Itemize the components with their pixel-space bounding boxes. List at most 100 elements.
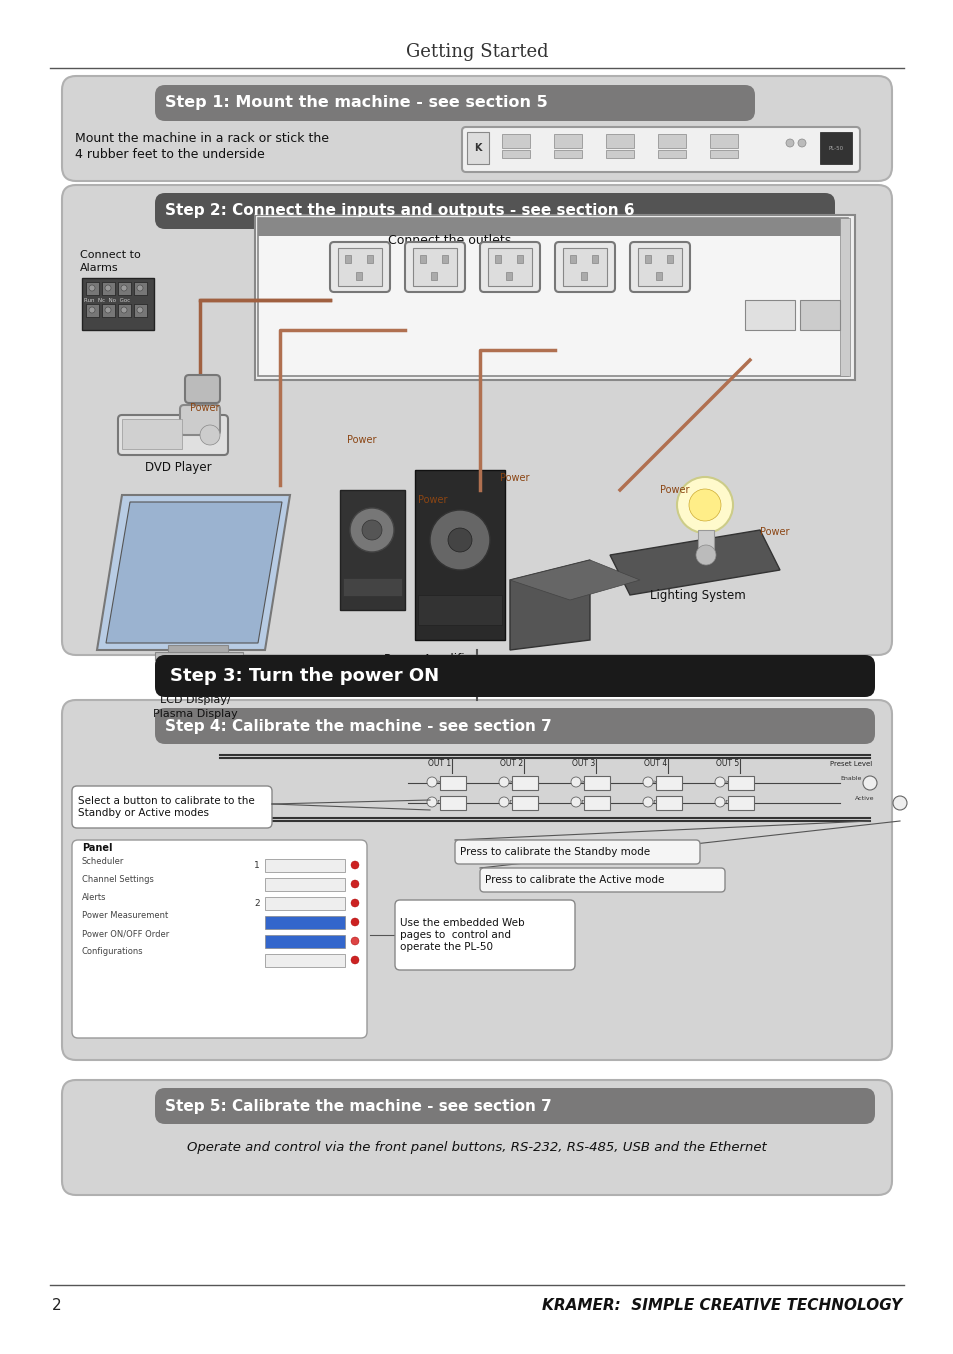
Circle shape <box>797 139 805 148</box>
Circle shape <box>785 139 793 148</box>
Text: Standby: Standby <box>716 799 741 804</box>
Text: Active: Active <box>499 780 519 784</box>
Circle shape <box>696 546 716 565</box>
FancyBboxPatch shape <box>330 242 390 292</box>
Text: OUT 5: OUT 5 <box>716 760 739 769</box>
Bar <box>554 150 581 158</box>
Circle shape <box>714 798 724 807</box>
Circle shape <box>688 489 720 521</box>
Circle shape <box>137 307 143 313</box>
Circle shape <box>121 284 127 291</box>
Bar <box>86 282 99 295</box>
Bar <box>154 653 243 659</box>
Text: LCD Display/: LCD Display/ <box>159 695 230 705</box>
FancyBboxPatch shape <box>479 242 539 292</box>
FancyBboxPatch shape <box>185 375 220 403</box>
Bar <box>656 796 681 810</box>
Bar <box>800 301 840 330</box>
FancyBboxPatch shape <box>62 76 891 181</box>
Bar <box>467 131 489 164</box>
Polygon shape <box>254 215 854 380</box>
Circle shape <box>350 508 394 552</box>
FancyBboxPatch shape <box>405 242 464 292</box>
Bar <box>512 796 537 810</box>
FancyBboxPatch shape <box>395 900 575 969</box>
Text: Power: Power <box>499 473 529 483</box>
Text: Enable: Enable <box>840 776 861 780</box>
FancyBboxPatch shape <box>461 127 859 172</box>
FancyBboxPatch shape <box>154 655 874 697</box>
Text: Configurations: Configurations <box>82 948 144 956</box>
Circle shape <box>89 284 95 291</box>
Bar <box>658 150 685 158</box>
Text: Power Measurement: Power Measurement <box>82 911 168 921</box>
Circle shape <box>427 777 436 787</box>
FancyBboxPatch shape <box>71 839 367 1039</box>
Text: Operate and control via the front panel buttons, RS-232, RS-485, USB and the Eth: Operate and control via the front panel … <box>187 1141 766 1155</box>
Text: Step 1: Mount the machine - see section 5: Step 1: Mount the machine - see section … <box>165 96 547 111</box>
Bar <box>495 255 500 263</box>
Bar <box>257 218 847 376</box>
Bar <box>501 150 530 158</box>
Bar <box>431 272 436 280</box>
Bar <box>265 917 345 929</box>
Bar <box>439 796 465 810</box>
Text: Mount the machine in a rack or stick the: Mount the machine in a rack or stick the <box>75 131 329 145</box>
Bar <box>345 255 351 263</box>
Text: Step 5: Calibrate the machine - see section 7: Step 5: Calibrate the machine - see sect… <box>165 1098 551 1113</box>
Circle shape <box>892 796 906 810</box>
Circle shape <box>642 777 652 787</box>
Text: DVD Player: DVD Player <box>145 462 212 474</box>
Bar <box>439 776 465 789</box>
Bar <box>168 645 228 655</box>
Text: 4 rubber feet to the underside: 4 rubber feet to the underside <box>75 149 265 161</box>
FancyBboxPatch shape <box>154 1089 874 1124</box>
Text: KRAMER:  SIMPLE CREATIVE TECHNOLOGY: KRAMER: SIMPLE CREATIVE TECHNOLOGY <box>541 1297 901 1312</box>
Circle shape <box>642 798 652 807</box>
Circle shape <box>571 777 580 787</box>
FancyBboxPatch shape <box>154 85 754 121</box>
Polygon shape <box>106 502 282 643</box>
Text: Lighting System: Lighting System <box>649 589 745 601</box>
Bar <box>658 134 685 148</box>
Polygon shape <box>339 490 405 611</box>
Circle shape <box>121 307 127 313</box>
Polygon shape <box>510 561 639 600</box>
Text: Power ON/OFF Order: Power ON/OFF Order <box>82 929 169 938</box>
FancyBboxPatch shape <box>62 185 891 655</box>
Bar <box>86 305 99 317</box>
Bar <box>488 248 532 286</box>
Bar <box>638 248 681 286</box>
Polygon shape <box>609 529 780 594</box>
Bar <box>501 134 530 148</box>
FancyBboxPatch shape <box>154 708 874 743</box>
FancyBboxPatch shape <box>62 1080 891 1196</box>
Bar <box>562 248 606 286</box>
Text: Connect the outlets: Connect the outlets <box>388 233 511 246</box>
Bar <box>118 282 131 295</box>
Text: Use the embedded Web
pages to  control and
operate the PL-50: Use the embedded Web pages to control an… <box>399 918 524 952</box>
Circle shape <box>351 880 358 888</box>
Text: OUT 3: OUT 3 <box>572 760 595 769</box>
Text: Scheduler: Scheduler <box>82 857 124 867</box>
Text: 2: 2 <box>254 899 260 907</box>
Bar <box>569 255 576 263</box>
Bar <box>512 776 537 789</box>
Text: Active: Active <box>572 780 591 784</box>
Circle shape <box>498 798 509 807</box>
Bar <box>441 255 448 263</box>
Bar <box>367 255 373 263</box>
Circle shape <box>89 307 95 313</box>
Bar <box>605 134 634 148</box>
Bar <box>517 255 522 263</box>
FancyBboxPatch shape <box>154 194 834 229</box>
Text: Run  Nc  No  Goc: Run Nc No Goc <box>84 298 131 302</box>
Bar <box>82 278 153 330</box>
Bar <box>265 936 345 948</box>
Text: Active: Active <box>716 780 735 784</box>
Text: Active: Active <box>428 780 447 784</box>
Bar <box>580 272 586 280</box>
Circle shape <box>571 798 580 807</box>
Circle shape <box>351 899 358 907</box>
Bar <box>413 248 456 286</box>
